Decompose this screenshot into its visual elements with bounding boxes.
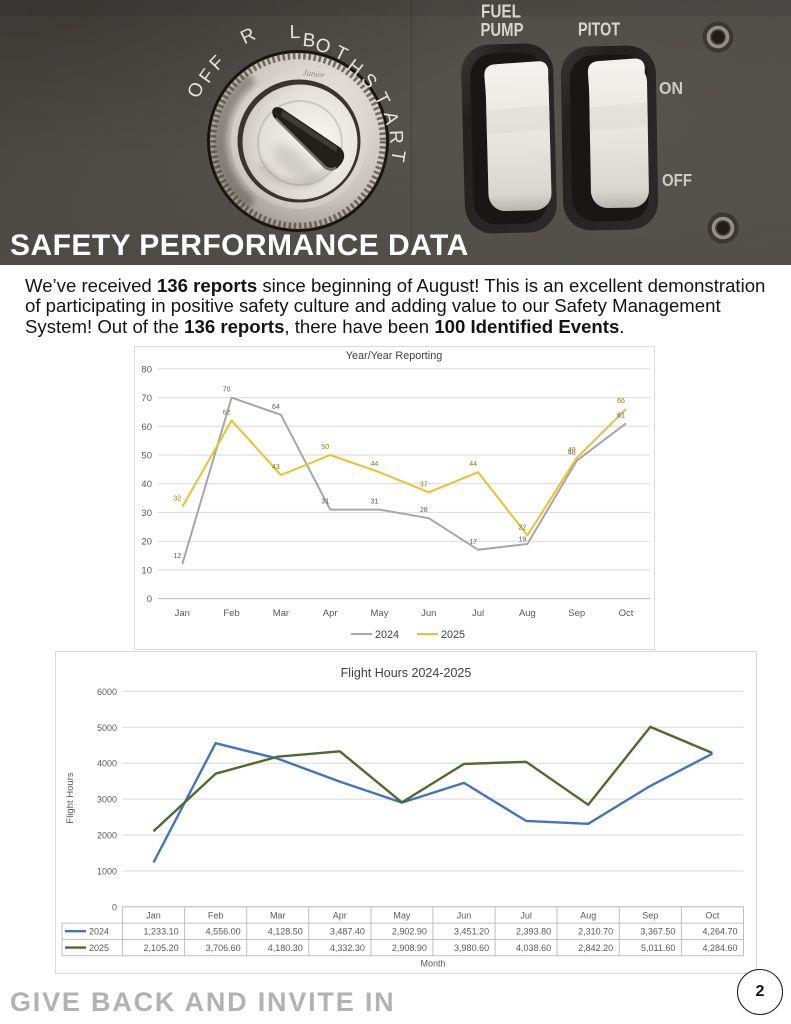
svg-text:4,180.30: 4,180.30 — [268, 943, 303, 953]
svg-text:FUEL: FUEL — [481, 1, 521, 22]
svg-text:2000: 2000 — [97, 831, 117, 841]
svg-text:32: 32 — [173, 496, 181, 503]
svg-text:R: R — [385, 130, 407, 145]
svg-text:43: 43 — [272, 464, 280, 471]
svg-text:May: May — [393, 911, 411, 921]
svg-text:4,038.60: 4,038.60 — [516, 943, 551, 953]
svg-text:Jan: Jan — [146, 911, 161, 921]
svg-text:17: 17 — [469, 539, 477, 546]
svg-text:4,264.70: 4,264.70 — [702, 926, 737, 936]
svg-text:Month: Month — [420, 959, 445, 969]
svg-text:44: 44 — [371, 461, 379, 468]
svg-text:ON: ON — [659, 78, 683, 98]
svg-text:1,233.10: 1,233.10 — [144, 926, 179, 936]
svg-text:31: 31 — [321, 499, 329, 506]
svg-text:49: 49 — [568, 447, 576, 454]
svg-text:30: 30 — [141, 508, 152, 519]
svg-text:2,310.70: 2,310.70 — [578, 926, 613, 936]
svg-text:PITOT: PITOT — [578, 19, 621, 40]
svg-text:Oct: Oct — [705, 911, 720, 921]
svg-text:Oct: Oct — [619, 608, 634, 619]
svg-text:50: 50 — [141, 451, 152, 462]
svg-text:70: 70 — [223, 387, 231, 394]
svg-text:2,105.20: 2,105.20 — [144, 943, 179, 953]
svg-text:20: 20 — [141, 537, 152, 548]
svg-text:Year/Year Reporting: Year/Year Reporting — [346, 350, 442, 362]
svg-text:Sep: Sep — [642, 911, 658, 921]
svg-text:4,128.50: 4,128.50 — [268, 926, 303, 936]
svg-text:70: 70 — [141, 393, 152, 404]
svg-text:0: 0 — [112, 902, 117, 912]
svg-text:2,902.90: 2,902.90 — [392, 926, 427, 936]
svg-text:64: 64 — [272, 404, 280, 411]
svg-text:22: 22 — [519, 524, 527, 531]
svg-text:66: 66 — [617, 398, 625, 405]
svg-text:Feb: Feb — [223, 608, 239, 619]
svg-text:1000: 1000 — [97, 866, 117, 876]
svg-text:Jun: Jun — [421, 608, 436, 619]
svg-text:4,284.60: 4,284.60 — [702, 943, 737, 953]
svg-text:0: 0 — [147, 594, 152, 605]
svg-text:2,393.80: 2,393.80 — [516, 926, 551, 936]
svg-text:Jul: Jul — [472, 608, 484, 619]
svg-text:28: 28 — [420, 507, 428, 514]
svg-text:3,451.20: 3,451.20 — [454, 926, 489, 936]
svg-text:Junior: Junior — [303, 67, 327, 80]
svg-text:4,332.30: 4,332.30 — [330, 943, 365, 953]
svg-text:5,011.60: 5,011.60 — [641, 943, 675, 953]
svg-text:3,980.60: 3,980.60 — [454, 943, 489, 953]
svg-text:6000: 6000 — [97, 687, 117, 697]
svg-text:3000: 3000 — [97, 795, 117, 805]
svg-text:2024: 2024 — [89, 926, 109, 936]
svg-text:Mar: Mar — [273, 608, 289, 619]
svg-text:40: 40 — [141, 479, 152, 490]
svg-text:May: May — [371, 608, 389, 619]
svg-text:PUMP: PUMP — [481, 19, 524, 40]
svg-text:48: 48 — [568, 450, 576, 457]
svg-text:Apr: Apr — [333, 911, 347, 921]
svg-text:5000: 5000 — [97, 723, 117, 733]
svg-text:19: 19 — [519, 537, 527, 544]
svg-text:Jul: Jul — [520, 911, 532, 921]
svg-text:62: 62 — [223, 410, 231, 417]
svg-text:OFF: OFF — [662, 170, 692, 190]
svg-text:80: 80 — [141, 364, 152, 375]
svg-text:2025: 2025 — [89, 943, 109, 953]
svg-text:Flight Hours 2024-2025: Flight Hours 2024-2025 — [341, 666, 472, 680]
svg-text:60: 60 — [141, 422, 152, 433]
svg-text:Jan: Jan — [175, 608, 190, 619]
svg-text:50: 50 — [321, 444, 329, 451]
svg-text:4000: 4000 — [97, 759, 117, 769]
svg-text:Aug: Aug — [519, 608, 536, 619]
svg-text:12: 12 — [173, 553, 181, 560]
svg-text:61: 61 — [617, 412, 625, 419]
svg-text:3,706.60: 3,706.60 — [206, 943, 241, 953]
svg-text:31: 31 — [371, 499, 379, 506]
svg-text:2,908.90: 2,908.90 — [392, 943, 427, 953]
svg-text:10: 10 — [141, 565, 152, 576]
svg-text:L: L — [290, 22, 301, 43]
svg-text:Feb: Feb — [208, 911, 224, 921]
svg-text:3,367.50: 3,367.50 — [640, 926, 675, 936]
svg-text:44: 44 — [469, 461, 477, 468]
svg-text:A: A — [379, 109, 403, 127]
svg-text:3,487.40: 3,487.40 — [330, 926, 365, 936]
svg-text:Mar: Mar — [270, 911, 286, 921]
svg-text:2025: 2025 — [441, 629, 465, 641]
svg-text:4,556.00: 4,556.00 — [206, 926, 241, 936]
svg-text:2024: 2024 — [375, 629, 399, 641]
svg-text:Sep: Sep — [568, 608, 585, 619]
svg-text:Apr: Apr — [323, 608, 338, 619]
svg-text:2,842.20: 2,842.20 — [578, 943, 613, 953]
svg-text:B: B — [302, 30, 317, 52]
svg-text:Jun: Jun — [457, 911, 472, 921]
svg-text:Aug: Aug — [580, 911, 596, 921]
svg-text:O: O — [313, 35, 332, 59]
svg-text:T: T — [386, 149, 409, 164]
svg-text:Flight Hours: Flight Hours — [65, 772, 76, 823]
svg-text:37: 37 — [420, 481, 428, 488]
